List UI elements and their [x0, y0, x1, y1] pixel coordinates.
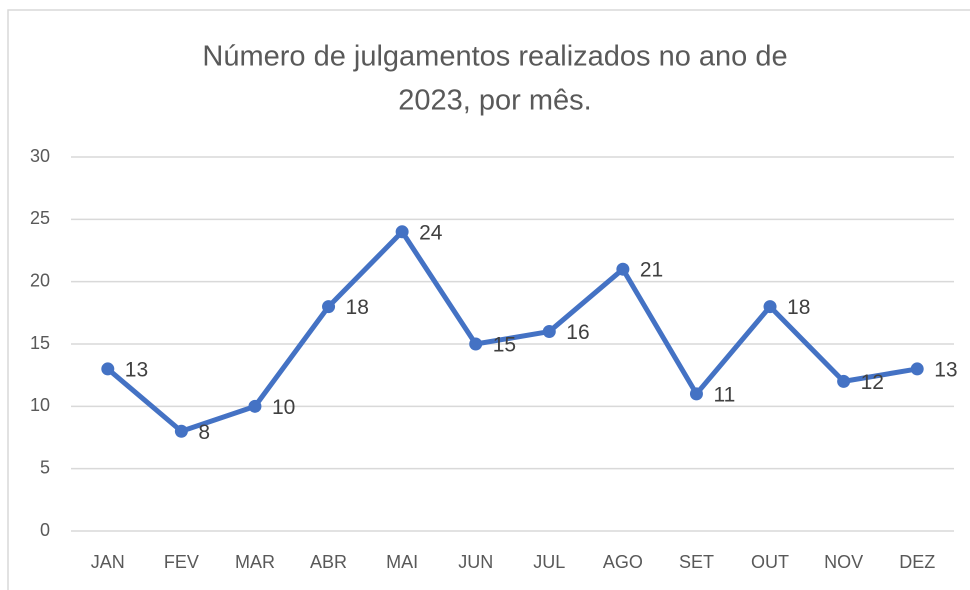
marker	[174, 424, 188, 438]
data-label: 13	[934, 358, 957, 381]
data-label: 8	[198, 421, 210, 444]
marker	[910, 362, 924, 376]
x-tick-label: OUT	[751, 552, 789, 572]
data-label: 10	[272, 396, 295, 419]
y-tick-label: 5	[40, 457, 50, 477]
x-tick-label: SET	[679, 552, 714, 572]
x-tick-label: NOV	[824, 552, 863, 572]
marker	[101, 362, 115, 376]
data-label: 13	[125, 358, 148, 381]
x-tick-label: JAN	[91, 552, 125, 572]
marker	[837, 374, 851, 388]
marker	[248, 399, 262, 413]
data-label: 12	[861, 371, 884, 394]
line	[106, 229, 918, 434]
chart-title: 2023, por mês.	[398, 85, 591, 117]
data-label: 15	[493, 334, 516, 357]
data-label: 21	[640, 259, 663, 282]
data-label: 11	[713, 383, 735, 406]
x-tick-label: JUN	[458, 552, 493, 572]
x-tick-label: DEZ	[899, 552, 935, 572]
x-tick-label: AGO	[603, 552, 643, 572]
y-tick-label: 25	[30, 208, 50, 228]
x-tick-label: MAR	[235, 552, 275, 572]
x-tick-label: FEV	[164, 552, 199, 572]
marker	[395, 225, 409, 239]
data-label: 24	[419, 221, 443, 244]
data-label: 18	[787, 296, 810, 319]
marker	[616, 262, 630, 276]
marker	[542, 325, 556, 339]
data-label: 16	[566, 321, 589, 344]
y-tick-label: 30	[30, 146, 50, 166]
x-tick-label: JUL	[533, 552, 565, 572]
y-tick-label: 0	[40, 520, 50, 540]
marker	[689, 387, 703, 401]
marker	[322, 300, 336, 314]
y-tick-label: 15	[30, 333, 50, 353]
y-tick-label: 10	[30, 395, 50, 415]
marker	[763, 300, 777, 314]
x-tick-label: ABR	[310, 552, 347, 572]
chart-title: Número de julgamentos realizados no ano …	[202, 41, 787, 73]
y-tick-label: 20	[30, 270, 50, 290]
x-tick-label: MAI	[386, 552, 418, 572]
data-label: 18	[346, 296, 369, 319]
chart-frame	[7, 9, 970, 590]
marker	[469, 337, 483, 351]
